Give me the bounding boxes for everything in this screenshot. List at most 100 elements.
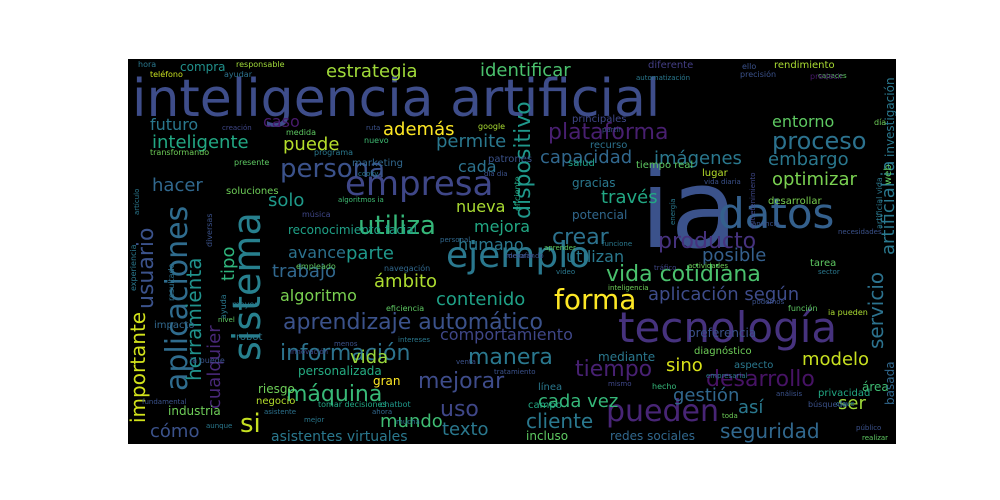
word-embargo: embargo bbox=[768, 149, 849, 170]
word-podemos: podemos bbox=[752, 298, 785, 306]
word-tomar-decisiones: tomar decisiones bbox=[318, 400, 387, 409]
word-salud: salud bbox=[568, 158, 595, 169]
word-google: google bbox=[478, 122, 506, 131]
word-plataforma: plataforma bbox=[548, 120, 669, 145]
word-responsable: responsable bbox=[236, 60, 285, 69]
word-creacion: creación bbox=[222, 124, 252, 132]
word-posible: posible bbox=[702, 245, 767, 266]
word-area: área bbox=[862, 380, 889, 394]
word-optimizar: optimizar bbox=[772, 169, 857, 190]
word-maquina: máquina bbox=[286, 382, 383, 407]
word-algoritmo: algoritmo bbox=[280, 286, 357, 305]
word-trabajo: trabajo bbox=[272, 261, 336, 282]
word-asistente: asistente bbox=[264, 408, 297, 416]
word-seguridad: seguridad bbox=[720, 419, 820, 443]
word-utiliza: utiliza bbox=[358, 211, 436, 241]
word-aprendizaje-automatico: aprendizaje automático bbox=[283, 310, 543, 335]
word-imagenes: imágenes bbox=[654, 148, 742, 169]
word-soluciones: soluciones bbox=[226, 186, 279, 197]
word-servicio: servicio bbox=[864, 271, 888, 349]
word-intereses: intereses bbox=[398, 336, 431, 344]
word-diferente: diferente bbox=[648, 60, 694, 71]
word-musica: música bbox=[302, 210, 331, 219]
word-algoritmos-ia: algoritmos ia bbox=[338, 196, 384, 204]
word-aplicacion-segun: aplicación según bbox=[648, 284, 800, 305]
word-ia: ia bbox=[640, 145, 738, 273]
word-experiencia: experiencia bbox=[129, 244, 138, 291]
word-trafico: tráfico bbox=[654, 264, 677, 272]
word-vida: vida bbox=[350, 347, 389, 368]
word-hora: hora bbox=[138, 60, 157, 69]
word-lugar: lugar bbox=[702, 168, 728, 179]
word-tratamiento: tratamiento bbox=[494, 368, 536, 376]
word-gracias: gracias bbox=[572, 176, 616, 190]
word-manera: manera bbox=[468, 345, 553, 370]
word-impacto: impacto bbox=[154, 320, 195, 331]
word-clave: clave bbox=[836, 400, 855, 408]
word-comportamiento: comportamiento bbox=[440, 325, 573, 344]
word-negocio: negocio bbox=[256, 396, 296, 407]
word-resultado: resultado bbox=[167, 263, 176, 301]
word-video: video bbox=[556, 268, 576, 276]
word-tiempo-real: tiempo real bbox=[636, 160, 694, 171]
word-traves: través bbox=[601, 187, 658, 208]
word-mejorar: mejorar bbox=[418, 369, 505, 394]
word-vida-cotidiana: vida cotidiana bbox=[606, 262, 761, 287]
word-cada-vez: cada vez bbox=[538, 391, 619, 412]
word-proceso: proceso bbox=[772, 127, 867, 155]
word-identificar: identificar bbox=[480, 60, 571, 81]
word-usuario: usuario bbox=[134, 227, 159, 309]
word-avance: avance bbox=[288, 243, 346, 262]
word-ruta: ruta bbox=[366, 124, 381, 132]
word-ademas: además bbox=[383, 119, 455, 140]
word-mayor: mayor bbox=[232, 300, 258, 309]
word-solo: solo bbox=[268, 190, 305, 211]
word-desarrollar: desarrollar bbox=[768, 196, 822, 207]
word-crear: crear bbox=[552, 225, 609, 250]
word-cliente: cliente bbox=[526, 409, 594, 433]
word-analisis: análisis bbox=[776, 390, 803, 398]
word-contenido: contenido bbox=[436, 289, 526, 310]
word-ahora: ahora bbox=[372, 408, 393, 416]
word-artificial-vida: artificial vida bbox=[875, 177, 884, 229]
word-toda: toda bbox=[722, 412, 738, 420]
word-predecir: predecir bbox=[810, 72, 844, 81]
word-nivel: nivel bbox=[218, 316, 235, 324]
word-mejor: mejor bbox=[304, 416, 325, 424]
word-menos: menos bbox=[334, 340, 358, 348]
word-si: si bbox=[240, 409, 261, 439]
word-uso: uso bbox=[440, 397, 479, 422]
word-informacion: información bbox=[280, 341, 411, 366]
word-futuro: futuro bbox=[150, 115, 199, 134]
word-articulo: artículo bbox=[133, 188, 141, 215]
word-recurso: recurso bbox=[590, 140, 628, 151]
word-pueden: pueden bbox=[606, 394, 720, 429]
word-asi: así bbox=[738, 397, 764, 418]
word-tecnologia: tecnología bbox=[618, 303, 838, 352]
word-aprender: aprender bbox=[544, 244, 576, 252]
word-personalizada: personalizada bbox=[298, 364, 382, 378]
word-presente: presente bbox=[234, 158, 270, 167]
word-nuevo: nuevo bbox=[364, 136, 389, 145]
word-ia-puede: ia puede bbox=[190, 356, 225, 365]
word-tiempo: tiempo bbox=[575, 357, 653, 382]
word-marketing: marketing bbox=[352, 158, 403, 169]
word-nueva: nueva bbox=[456, 197, 506, 216]
word-compra: compra bbox=[180, 60, 226, 74]
word-automatizacion: automatización bbox=[636, 74, 691, 82]
word-utilizan: utilizan bbox=[566, 247, 625, 266]
word-mucha: mucha bbox=[396, 418, 420, 426]
word-funcione: funcione bbox=[602, 240, 633, 248]
word-potencial: potencial bbox=[572, 208, 628, 222]
word-importante: importante bbox=[128, 311, 150, 423]
word-inteligencia-small: inteligencia bbox=[608, 284, 649, 292]
word-web: web bbox=[883, 164, 894, 185]
word-modelo: modelo bbox=[802, 349, 870, 370]
word-inteligencia-artificial: inteligencia artificial bbox=[132, 69, 661, 129]
word-busqueda: búsqueda bbox=[808, 400, 848, 409]
word-basada: basada bbox=[883, 361, 896, 405]
word-mejora: mejora bbox=[474, 217, 531, 236]
word-ello: ello bbox=[742, 62, 757, 71]
word-datos: datos bbox=[718, 189, 835, 238]
word-cualquier: cualquier bbox=[204, 325, 225, 409]
